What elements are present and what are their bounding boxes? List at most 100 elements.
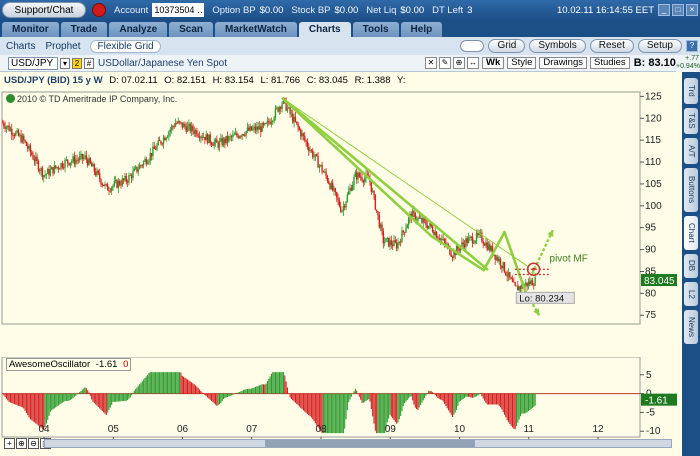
tab-scan[interactable]: Scan <box>169 22 214 37</box>
candle-body <box>84 155 86 158</box>
support-chat-button[interactable]: Support/Chat <box>2 2 86 18</box>
candle-body <box>216 139 218 143</box>
candle-body <box>1 122 4 124</box>
cursor-icon[interactable]: + <box>4 438 15 449</box>
candle-body <box>41 167 44 178</box>
studies-button[interactable]: Studies <box>590 57 630 69</box>
tab-tools[interactable]: Tools <box>352 22 399 37</box>
zoom-out-icon[interactable]: ⊖ <box>28 438 39 449</box>
crosshair-icon[interactable]: ✕ <box>425 57 438 69</box>
minimize-icon[interactable]: _ <box>658 4 670 16</box>
candle-body <box>382 231 385 244</box>
aggregation-button[interactable]: Wk <box>482 57 505 69</box>
pan-icon[interactable]: ↔ <box>467 57 480 69</box>
side-tab-db[interactable]: DB <box>684 254 698 278</box>
candle-body <box>82 157 85 159</box>
candle-body <box>509 272 511 278</box>
candle-body <box>478 232 480 235</box>
candle-body <box>221 138 223 146</box>
candle-body <box>250 126 253 131</box>
subtab-flexible-grid[interactable]: Flexible Grid <box>90 39 161 53</box>
candle-body <box>49 169 52 176</box>
candle-body <box>217 142 219 148</box>
candle-body <box>417 217 419 221</box>
candle-body <box>510 277 512 279</box>
alert-icon[interactable] <box>92 3 106 17</box>
side-tab-news[interactable]: News <box>684 310 698 344</box>
side-tab-ts[interactable]: T&S <box>684 108 698 134</box>
candle-body <box>398 241 401 243</box>
ohlc-high: H: 83.154 <box>212 75 254 86</box>
candle-body <box>379 224 382 228</box>
candle-body <box>224 138 226 144</box>
zoom-icon[interactable]: ⊕ <box>453 57 466 69</box>
candle-body <box>302 133 305 136</box>
price-chart[interactable]: 125 120 115 110 105 100 95 90 85 80 75 pivot MF Lo: … <box>0 86 682 356</box>
draw-icon[interactable]: ✎ <box>439 57 452 69</box>
candle-body <box>258 126 261 130</box>
scrollbar-thumb[interactable] <box>265 440 475 447</box>
grid-button[interactable]: Grid <box>488 39 526 53</box>
trendline-wedge-bottom <box>430 235 486 272</box>
time-scrollbar[interactable] <box>44 439 672 448</box>
setup-button[interactable]: Setup <box>637 39 682 53</box>
zoom-in-icon[interactable]: ⊕ <box>16 438 27 449</box>
candle-body <box>39 170 41 172</box>
tab-marketwatch[interactable]: MarketWatch <box>215 22 297 37</box>
chevron-down-icon[interactable]: ▾ <box>60 57 70 69</box>
oscillator-value: -1.61 <box>95 359 118 370</box>
candle-body <box>451 256 454 258</box>
candle-body <box>525 282 527 286</box>
candle-body <box>337 197 339 201</box>
grid-symbol-button[interactable]: # <box>84 57 94 69</box>
time-axis: 04 05 06 07 08 09 10 11 12 <box>38 424 604 435</box>
side-tab-chart[interactable]: Chart <box>684 216 698 250</box>
candle-body <box>110 187 113 192</box>
candle-body <box>193 130 195 134</box>
candle-body <box>414 212 416 221</box>
candle-body <box>526 282 528 287</box>
account-selector[interactable]: 10373504 … <box>152 3 205 17</box>
candle-body <box>308 146 310 152</box>
candle-body <box>513 281 515 283</box>
candle-body <box>56 167 58 168</box>
candle-body <box>48 168 50 176</box>
tab-charts[interactable]: Charts <box>298 22 351 37</box>
tab-monitor[interactable]: Monitor <box>2 22 59 37</box>
side-tab-trd[interactable]: Trd <box>684 78 698 104</box>
side-tab-at[interactable]: A/T <box>684 138 698 164</box>
candle-body <box>161 143 163 145</box>
side-tab-buttons[interactable]: Buttons <box>684 168 698 212</box>
oscillator-chart[interactable]: 5 0 -5 -10 -1.61 <box>0 357 682 439</box>
subtab-charts[interactable]: Charts <box>6 40 36 52</box>
maximize-icon[interactable]: □ <box>672 4 684 16</box>
candle-body <box>148 160 150 163</box>
candle-body <box>489 244 491 251</box>
candle-body <box>313 156 315 158</box>
style-button[interactable]: Style <box>507 57 537 69</box>
chart-panel[interactable]: 125 120 115 110 105 100 95 90 85 80 75 pivot MF Lo: … <box>0 72 682 456</box>
close-icon[interactable]: × <box>686 4 698 16</box>
tab-trade[interactable]: Trade <box>60 22 108 37</box>
candle-body <box>5 126 8 129</box>
tab-analyze[interactable]: Analyze <box>109 22 168 37</box>
candle-body <box>213 142 215 146</box>
reset-button[interactable]: Reset <box>589 39 634 53</box>
candle-body <box>116 180 118 188</box>
layout-toggle[interactable] <box>460 40 485 52</box>
price-tick-label: 75 <box>645 310 657 321</box>
candle-body <box>196 130 198 136</box>
link-group-button[interactable]: 2 <box>72 57 82 69</box>
symbols-button[interactable]: Symbols <box>529 39 586 53</box>
candle-body <box>57 167 60 169</box>
drawings-button[interactable]: Drawings <box>539 57 587 69</box>
side-tab-l2[interactable]: L2 <box>684 282 698 306</box>
candle-body <box>487 244 490 250</box>
candle-body <box>9 128 12 131</box>
help-icon[interactable]: ? <box>686 40 698 52</box>
subtab-prophet[interactable]: Prophet <box>45 40 81 52</box>
tab-help[interactable]: Help <box>400 22 443 37</box>
symbol-input[interactable]: USD/JPY <box>8 56 58 70</box>
info-icon <box>6 94 15 103</box>
candle-body <box>122 178 125 181</box>
